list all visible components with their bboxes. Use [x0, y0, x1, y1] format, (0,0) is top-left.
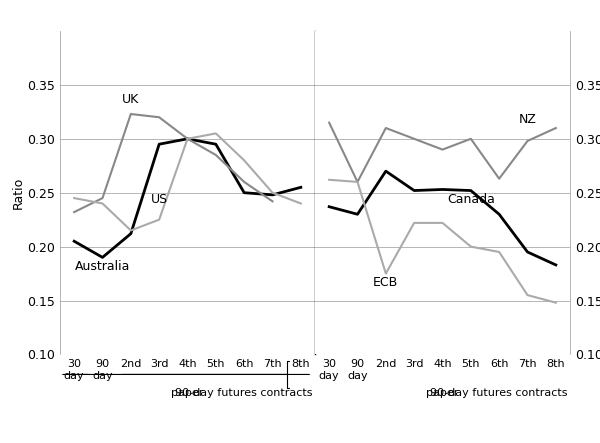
Text: US: US	[151, 194, 168, 206]
Text: paper: paper	[427, 389, 458, 398]
Text: 90-day futures contracts: 90-day futures contracts	[430, 389, 568, 398]
Text: Canada: Canada	[447, 194, 495, 206]
Text: UK: UK	[122, 93, 139, 106]
Text: paper: paper	[172, 389, 203, 398]
Text: Australia: Australia	[75, 260, 130, 273]
Text: NZ: NZ	[518, 113, 536, 126]
Text: ECB: ECB	[373, 276, 398, 289]
Y-axis label: Ratio: Ratio	[11, 177, 25, 209]
Text: 90-day futures contracts: 90-day futures contracts	[175, 389, 313, 398]
